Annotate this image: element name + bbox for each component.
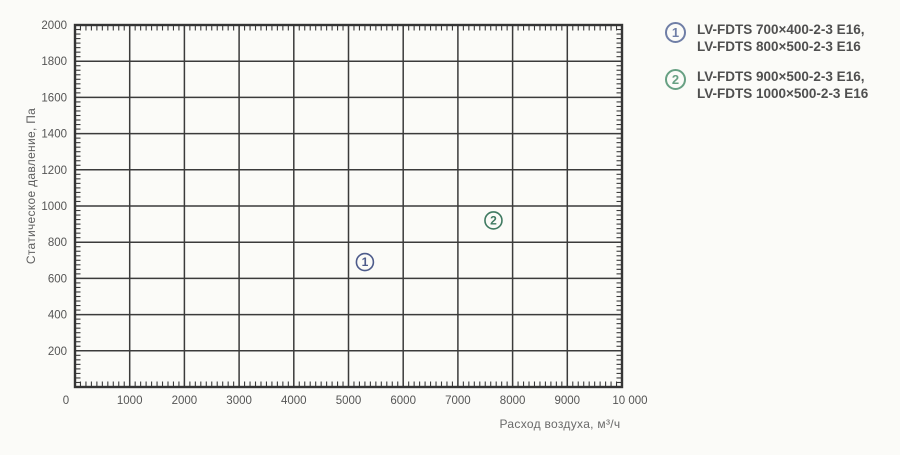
curve-label-2: 2 <box>484 211 503 230</box>
y-axis-title: Статическое давление, Па <box>24 107 38 265</box>
legend-label-1: LV-FDTS 700×400-2-3 E16, LV-FDTS 800×500… <box>697 21 864 55</box>
svg-text:600: 600 <box>48 273 67 285</box>
legend-label-2: LV-FDTS 900×500-2-3 E16, LV-FDTS 1000×50… <box>697 68 868 102</box>
svg-text:1: 1 <box>362 255 369 269</box>
legend-label-1-line-2: LV-FDTS 800×500-2-3 E16 <box>697 39 861 54</box>
legend-item-1: 1 LV-FDTS 700×400-2-3 E16, LV-FDTS 800×5… <box>665 21 868 55</box>
legend-label-1-line-1: LV-FDTS 700×400-2-3 E16, <box>697 22 865 37</box>
svg-text:1800: 1800 <box>41 56 67 68</box>
svg-text:2: 2 <box>490 213 497 227</box>
svg-text:2000: 2000 <box>172 395 198 407</box>
svg-text:400: 400 <box>48 310 67 322</box>
plot-frame <box>73 23 624 389</box>
curve-label-1: 1 <box>355 252 375 272</box>
gridlines <box>75 25 622 387</box>
legend: 1 LV-FDTS 700×400-2-3 E16, LV-FDTS 800×5… <box>665 21 868 102</box>
svg-text:9000: 9000 <box>555 395 581 407</box>
svg-text:1200: 1200 <box>41 165 67 177</box>
x-tick-labels: 0 1000 2000 3000 4000 5000 6000 7000 8000 9000 10 … <box>63 395 648 407</box>
svg-text:800: 800 <box>48 237 67 249</box>
legend-label-2-line-2: LV-FDTS 1000×500-2-3 E16 <box>697 86 869 101</box>
svg-text:1000: 1000 <box>41 201 67 213</box>
svg-text:4000: 4000 <box>281 395 307 407</box>
svg-text:6000: 6000 <box>390 395 416 407</box>
svg-text:7000: 7000 <box>445 395 471 407</box>
legend-marker-2-icon: 2 <box>665 69 686 90</box>
svg-text:1600: 1600 <box>41 92 67 104</box>
svg-text:0: 0 <box>63 395 69 407</box>
svg-text:10 000: 10 000 <box>612 395 647 407</box>
svg-text:3000: 3000 <box>226 395 252 407</box>
svg-text:1000: 1000 <box>117 395 143 407</box>
svg-text:1400: 1400 <box>41 129 67 141</box>
pressure-flow-plot: 1 2 0 1000 2000 3000 4000 5000 6000 7000 8000 9000 1… <box>41 20 648 407</box>
legend-item-2: 2 LV-FDTS 900×500-2-3 E16, LV-FDTS 1000×… <box>665 68 868 102</box>
svg-text:5000: 5000 <box>336 395 362 407</box>
legend-marker-1-icon: 1 <box>665 22 686 43</box>
y-tick-labels: 200 400 600 800 1000 1200 1400 1600 1800 2000 <box>41 20 67 358</box>
svg-text:2000: 2000 <box>41 20 67 32</box>
svg-text:200: 200 <box>48 346 67 358</box>
x-axis-title: Расход воздуха, м³/ч <box>499 417 621 431</box>
legend-label-2-line-1: LV-FDTS 900×500-2-3 E16, <box>697 69 865 84</box>
svg-text:8000: 8000 <box>500 395 526 407</box>
minor-ticks <box>76 26 621 386</box>
